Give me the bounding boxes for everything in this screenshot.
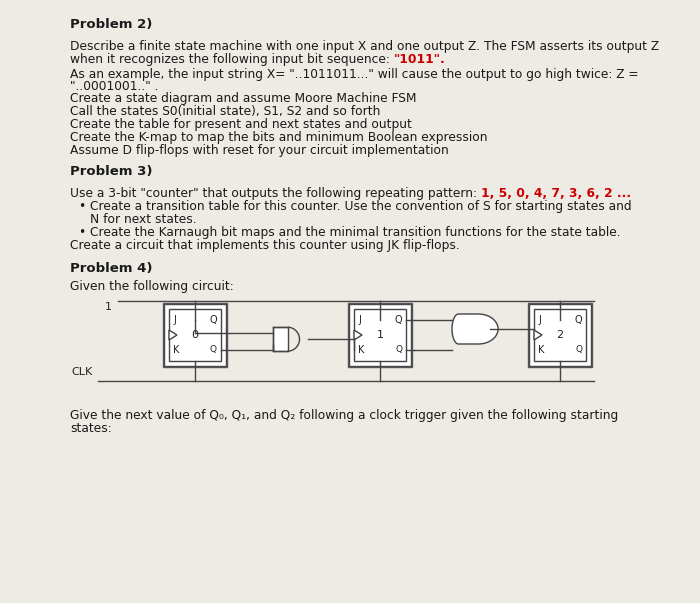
- Text: 1, 5, 0, 4, 7, 3, 6, 2 ...: 1, 5, 0, 4, 7, 3, 6, 2 ...: [481, 187, 631, 200]
- Text: Create a circuit that implements this counter using JK flip-flops.: Create a circuit that implements this co…: [70, 239, 460, 252]
- Bar: [348, 303, 412, 367]
- Text: Create a transition table for this counter. Use the convention of S for starting: Create a transition table for this count…: [90, 200, 631, 213]
- Text: 2: 2: [556, 330, 564, 340]
- Text: Create the Karnaugh bit maps and the minimal transition functions for the state : Create the Karnaugh bit maps and the min…: [90, 226, 621, 239]
- Text: Problem 3): Problem 3): [70, 165, 153, 178]
- Text: Create the table for present and next states and output: Create the table for present and next st…: [70, 118, 412, 131]
- Text: N for next states.: N for next states.: [90, 213, 197, 226]
- Text: Q: Q: [395, 345, 402, 354]
- Text: J: J: [538, 315, 541, 326]
- Text: Describe a finite state machine with one input X and one output Z. The FSM asser: Describe a finite state machine with one…: [70, 40, 659, 53]
- Text: Problem 4): Problem 4): [70, 262, 153, 275]
- Text: •: •: [78, 226, 85, 239]
- Bar: [529, 304, 591, 366]
- Text: states:: states:: [70, 422, 112, 435]
- Text: K: K: [538, 344, 545, 355]
- Polygon shape: [354, 330, 362, 340]
- Text: J: J: [173, 315, 176, 326]
- Text: Q: Q: [575, 315, 582, 326]
- Text: Q: Q: [209, 315, 217, 326]
- Text: Give the next value of Q₀, Q₁, and Q₂ following a clock trigger given the follow: Give the next value of Q₀, Q₁, and Q₂ fo…: [70, 409, 618, 422]
- Bar: [164, 304, 226, 366]
- Text: 1: 1: [105, 302, 112, 312]
- Polygon shape: [534, 330, 542, 340]
- Bar: [349, 304, 411, 366]
- Text: "..0001001.." .: "..0001001.." .: [70, 80, 158, 93]
- Text: As an example, the input string X= "..1011011..." will cause the output to go hi: As an example, the input string X= "..10…: [70, 68, 638, 81]
- Bar: [163, 303, 227, 367]
- Text: when it recognizes the following input bit sequence:: when it recognizes the following input b…: [70, 53, 393, 66]
- Polygon shape: [169, 330, 177, 340]
- Text: Problem 2): Problem 2): [70, 18, 153, 31]
- Text: Use a 3-bit "counter" that outputs the following repeating pattern:: Use a 3-bit "counter" that outputs the f…: [70, 187, 481, 200]
- Bar: [169, 309, 221, 361]
- Text: CLK: CLK: [71, 367, 93, 377]
- Text: 0: 0: [192, 330, 199, 340]
- Text: Create the K-map to map the bits and minimum Boolean expression: Create the K-map to map the bits and min…: [70, 131, 487, 144]
- Text: Q: Q: [210, 345, 217, 354]
- Text: "1011".: "1011".: [393, 53, 445, 66]
- Text: when it recognizes the following input bit sequence:: when it recognizes the following input b…: [70, 53, 393, 66]
- Text: Q: Q: [575, 345, 582, 354]
- Text: Given the following circuit:: Given the following circuit:: [70, 280, 234, 293]
- Bar: [354, 309, 406, 361]
- Text: K: K: [358, 344, 365, 355]
- Text: 1: 1: [377, 330, 384, 340]
- Text: Create a state diagram and assume Moore Machine FSM: Create a state diagram and assume Moore …: [70, 92, 416, 105]
- Text: Call the states S0(initial state), S1, S2 and so forth: Call the states S0(initial state), S1, S…: [70, 105, 380, 118]
- Bar: [534, 309, 586, 361]
- Text: K: K: [173, 344, 179, 355]
- Bar: [528, 303, 592, 367]
- Text: Q: Q: [394, 315, 402, 326]
- Polygon shape: [452, 314, 498, 344]
- Text: J: J: [358, 315, 361, 326]
- Text: Use a 3-bit "counter" that outputs the following repeating pattern:: Use a 3-bit "counter" that outputs the f…: [70, 187, 481, 200]
- Bar: [272, 327, 288, 351]
- Text: •: •: [78, 200, 85, 213]
- Text: Assume D flip-flops with reset for your circuit implementation: Assume D flip-flops with reset for your …: [70, 144, 449, 157]
